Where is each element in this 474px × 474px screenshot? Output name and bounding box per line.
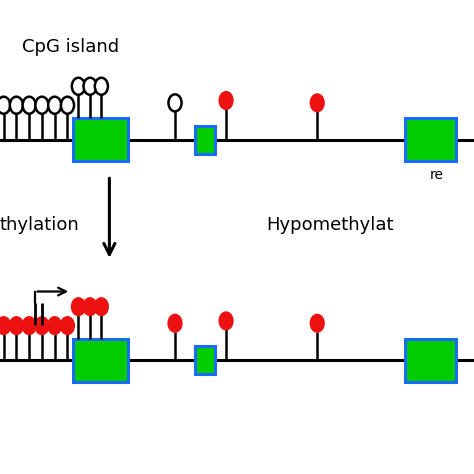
Circle shape (83, 78, 97, 95)
Circle shape (83, 298, 97, 315)
Circle shape (48, 97, 61, 114)
Circle shape (10, 97, 23, 114)
Bar (405, 339, 456, 382)
Circle shape (61, 97, 74, 114)
Circle shape (219, 312, 233, 329)
Circle shape (72, 298, 85, 315)
Text: thylation: thylation (0, 216, 80, 234)
Bar (73, 118, 128, 161)
Bar (195, 346, 215, 374)
Text: re: re (430, 168, 444, 182)
Bar (405, 118, 456, 161)
Text: CpG island: CpG island (22, 38, 119, 56)
Text: Hypomethylat: Hypomethylat (266, 216, 394, 234)
Circle shape (23, 97, 36, 114)
Circle shape (72, 78, 85, 95)
Circle shape (36, 317, 48, 334)
Circle shape (48, 317, 61, 334)
Bar (73, 339, 128, 382)
Circle shape (168, 94, 182, 111)
Circle shape (168, 315, 182, 332)
Circle shape (61, 317, 74, 334)
Circle shape (0, 317, 10, 334)
Circle shape (219, 92, 233, 109)
Circle shape (95, 78, 108, 95)
Circle shape (0, 97, 10, 114)
Circle shape (36, 97, 48, 114)
Bar (195, 126, 215, 154)
Circle shape (310, 315, 324, 332)
Circle shape (95, 298, 108, 315)
Circle shape (23, 317, 36, 334)
Circle shape (10, 317, 23, 334)
Circle shape (310, 94, 324, 111)
